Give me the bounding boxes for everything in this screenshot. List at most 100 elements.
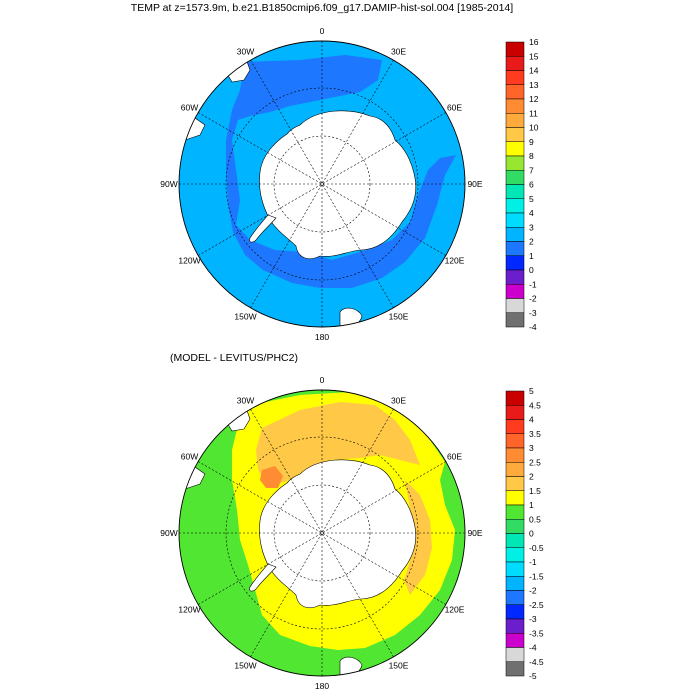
longitude-label: 30E	[391, 396, 406, 406]
longitude-label: 60W	[181, 103, 198, 113]
colorbar-swatch	[505, 647, 525, 662]
longitude-label: 120W	[178, 256, 200, 266]
colorbar-swatch	[505, 227, 525, 242]
colorbar-label: -1.5	[529, 571, 544, 581]
colorbar-label: 0	[529, 265, 534, 275]
colorbar-swatch	[505, 141, 525, 157]
colorbar-swatch	[505, 298, 525, 313]
colorbar-label: 10	[529, 123, 539, 133]
colorbar-swatch	[505, 170, 525, 185]
colorbar-label: -2.5	[529, 600, 544, 610]
colorbar-label: 2	[529, 472, 534, 482]
colorbar-swatch	[505, 284, 525, 299]
colorbar-label: 5	[529, 194, 534, 204]
colorbar-swatch	[505, 490, 525, 506]
graticule	[179, 390, 465, 676]
colorbar-label: 11	[529, 108, 538, 118]
colorbar-label: -3	[529, 614, 537, 624]
colorbar-label: 7	[529, 165, 534, 175]
colorbar-label: 14	[529, 66, 539, 76]
top-polar-map: 0 30E 60E 90E 120E 150E 180 150W 120W 90W 60W 30W	[160, 26, 483, 342]
colorbar-swatch	[505, 447, 525, 463]
colorbar-label: 13	[529, 80, 539, 90]
longitude-label: 120W	[178, 605, 200, 615]
colorbar-label: 1.5	[529, 486, 541, 496]
colorbar-swatch	[505, 433, 525, 449]
colorbar-swatch	[505, 533, 525, 548]
longitude-label: 90E	[467, 528, 482, 538]
colorbar-swatch	[505, 661, 525, 677]
bottom-panel-title: (MODEL - LEVITUS/PHC2)	[170, 352, 298, 364]
colorbar-label: 0.5	[529, 514, 541, 524]
colorbar-label: -2	[529, 586, 537, 596]
colorbar-swatch	[505, 312, 525, 328]
colorbar-swatch	[505, 113, 525, 128]
colorbar-swatch	[505, 419, 525, 434]
longitude-label: 30W	[237, 396, 254, 406]
colorbar-label: 4.5	[529, 400, 541, 410]
colorbar-swatch	[505, 590, 525, 605]
colorbar-label: 12	[529, 94, 539, 104]
colorbar-swatch	[505, 476, 525, 491]
colorbar-label: 2.5	[529, 457, 541, 467]
longitude-label: 150W	[234, 312, 256, 322]
longitude-label: 180	[315, 332, 329, 342]
longitude-label: 150E	[389, 312, 409, 322]
colorbar-label: -5	[529, 671, 537, 681]
top-panel-title: TEMP at z=1573.9m, b.e21.B1850cmip6.f09_…	[130, 2, 514, 14]
colorbar-label: 0	[529, 529, 534, 539]
longitude-label: 60E	[447, 103, 462, 113]
longitude-label: 0	[320, 26, 325, 36]
longitude-label: 90E	[467, 179, 482, 189]
longitude-label: 90W	[160, 179, 177, 189]
bottom-colorbar: 5 4.5 4 3.5 3 2.5 2 1.5 1 0.5 0 -0.5 -1 -1.5 -2 -2.5 -3 -…	[505, 386, 544, 681]
colorbar-label: -0.5	[529, 543, 544, 553]
colorbar-label: 3.5	[529, 429, 541, 439]
colorbar-label: -2	[529, 294, 537, 304]
colorbar-label: -4	[529, 322, 537, 332]
longitude-label: 150W	[234, 661, 256, 671]
colorbar-swatch	[505, 255, 525, 271]
longitude-labels: 0 30E 60E 90E 120E 150E 180 150W 120W 90W 60W 30W	[160, 375, 483, 691]
antarctica-landmass	[259, 110, 417, 259]
colorbar-swatch	[505, 390, 525, 406]
colorbar-label: 5	[529, 386, 534, 396]
antarctica-landmass	[259, 459, 417, 608]
colorbar-label: 8	[529, 151, 534, 161]
antarctic-peninsula	[249, 214, 277, 243]
colorbar-swatch	[505, 269, 525, 285]
longitude-label: 150E	[389, 661, 409, 671]
colorbar-swatch	[505, 212, 525, 228]
longitude-label: 120E	[445, 256, 465, 266]
longitude-label: 30E	[391, 47, 406, 57]
graticule	[179, 41, 465, 327]
colorbar-swatch	[505, 405, 525, 420]
colorbar-label: -1	[529, 557, 537, 567]
longitude-label: 60W	[181, 452, 198, 462]
longitude-label: 30W	[237, 47, 254, 57]
colorbar-label: 15	[529, 51, 539, 61]
colorbar-swatch	[505, 184, 525, 199]
colorbar-swatch	[505, 70, 525, 85]
colorbar-label: -3.5	[529, 628, 544, 638]
colorbar-label: -3	[529, 308, 537, 318]
bottom-polar-map: 0 30E 60E 90E 120E 150E 180 150W 120W 90W 60W 30W	[160, 375, 483, 691]
colorbar-swatch	[505, 618, 525, 634]
longitude-label: 0	[320, 375, 325, 385]
colorbar-swatch	[505, 198, 525, 214]
colorbar-label: 1	[529, 251, 534, 261]
colorbar-swatch	[505, 547, 525, 563]
colorbar-label: -4.5	[529, 657, 544, 667]
colorbar-label: 4	[529, 415, 534, 425]
colorbar-swatch	[505, 604, 525, 620]
orange-anomaly-band	[256, 402, 420, 485]
colorbar-label: 2	[529, 237, 534, 247]
colorbar-label: 3	[529, 222, 534, 232]
colorbar-label: 9	[529, 137, 534, 147]
colorbar-swatch	[505, 241, 525, 256]
longitude-label: 90W	[160, 528, 177, 538]
colorbar-label: 4	[529, 208, 534, 218]
longitude-label: 120E	[445, 605, 465, 615]
